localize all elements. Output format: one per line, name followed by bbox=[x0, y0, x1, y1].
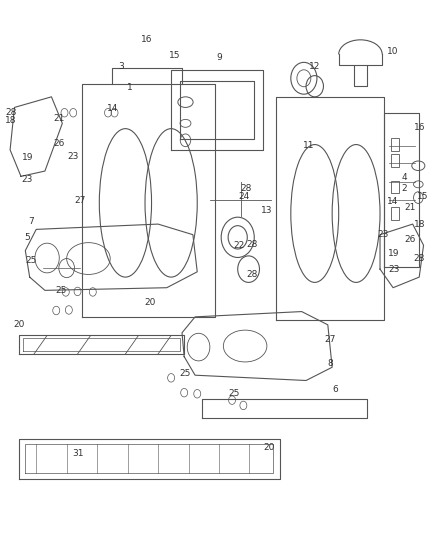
Text: 2: 2 bbox=[401, 183, 407, 192]
Text: 21: 21 bbox=[53, 114, 64, 123]
Text: 23: 23 bbox=[22, 174, 33, 183]
Bar bbox=[391, 207, 399, 220]
Text: 1: 1 bbox=[127, 83, 133, 92]
Text: 5: 5 bbox=[25, 233, 30, 242]
Text: 25: 25 bbox=[229, 389, 240, 398]
Text: 16: 16 bbox=[414, 123, 426, 132]
Text: 16: 16 bbox=[141, 35, 153, 44]
Text: 28: 28 bbox=[5, 108, 17, 117]
Text: 20: 20 bbox=[145, 298, 156, 307]
Text: 18: 18 bbox=[414, 220, 426, 229]
Text: 20: 20 bbox=[13, 320, 25, 329]
Text: 8: 8 bbox=[327, 359, 333, 367]
Text: 28: 28 bbox=[246, 240, 258, 249]
Text: 21: 21 bbox=[404, 203, 415, 212]
Text: 10: 10 bbox=[387, 47, 399, 56]
Text: 25: 25 bbox=[25, 256, 37, 265]
Text: 6: 6 bbox=[333, 385, 339, 394]
Text: 28: 28 bbox=[413, 254, 425, 263]
Text: 28: 28 bbox=[246, 270, 258, 279]
Bar bbox=[391, 154, 399, 167]
Text: 4: 4 bbox=[401, 173, 407, 182]
Text: 7: 7 bbox=[28, 217, 34, 226]
Text: 26: 26 bbox=[404, 236, 415, 245]
Text: 14: 14 bbox=[387, 197, 399, 206]
Text: 25: 25 bbox=[56, 286, 67, 295]
Text: 9: 9 bbox=[216, 53, 222, 62]
Text: 13: 13 bbox=[261, 206, 272, 215]
Text: 19: 19 bbox=[22, 154, 33, 163]
Text: 15: 15 bbox=[169, 51, 180, 60]
Text: 23: 23 bbox=[67, 152, 79, 161]
Text: 18: 18 bbox=[5, 116, 17, 125]
Text: 19: 19 bbox=[388, 249, 400, 258]
Text: 22: 22 bbox=[233, 241, 244, 250]
Text: 25: 25 bbox=[180, 369, 191, 378]
Text: 27: 27 bbox=[324, 335, 336, 344]
Text: 24: 24 bbox=[239, 192, 250, 201]
Text: 14: 14 bbox=[107, 104, 118, 113]
Text: 15: 15 bbox=[417, 192, 428, 201]
Text: 23: 23 bbox=[378, 230, 389, 239]
Text: 26: 26 bbox=[53, 139, 64, 148]
Text: 11: 11 bbox=[303, 141, 314, 150]
Text: 27: 27 bbox=[74, 196, 85, 205]
Text: 12: 12 bbox=[309, 62, 321, 70]
Bar bbox=[391, 138, 399, 151]
Text: 20: 20 bbox=[263, 443, 275, 453]
Text: 31: 31 bbox=[72, 449, 83, 458]
Bar bbox=[391, 181, 399, 193]
Text: 23: 23 bbox=[388, 265, 399, 273]
Text: 3: 3 bbox=[118, 62, 124, 70]
Text: 28: 28 bbox=[240, 183, 252, 192]
